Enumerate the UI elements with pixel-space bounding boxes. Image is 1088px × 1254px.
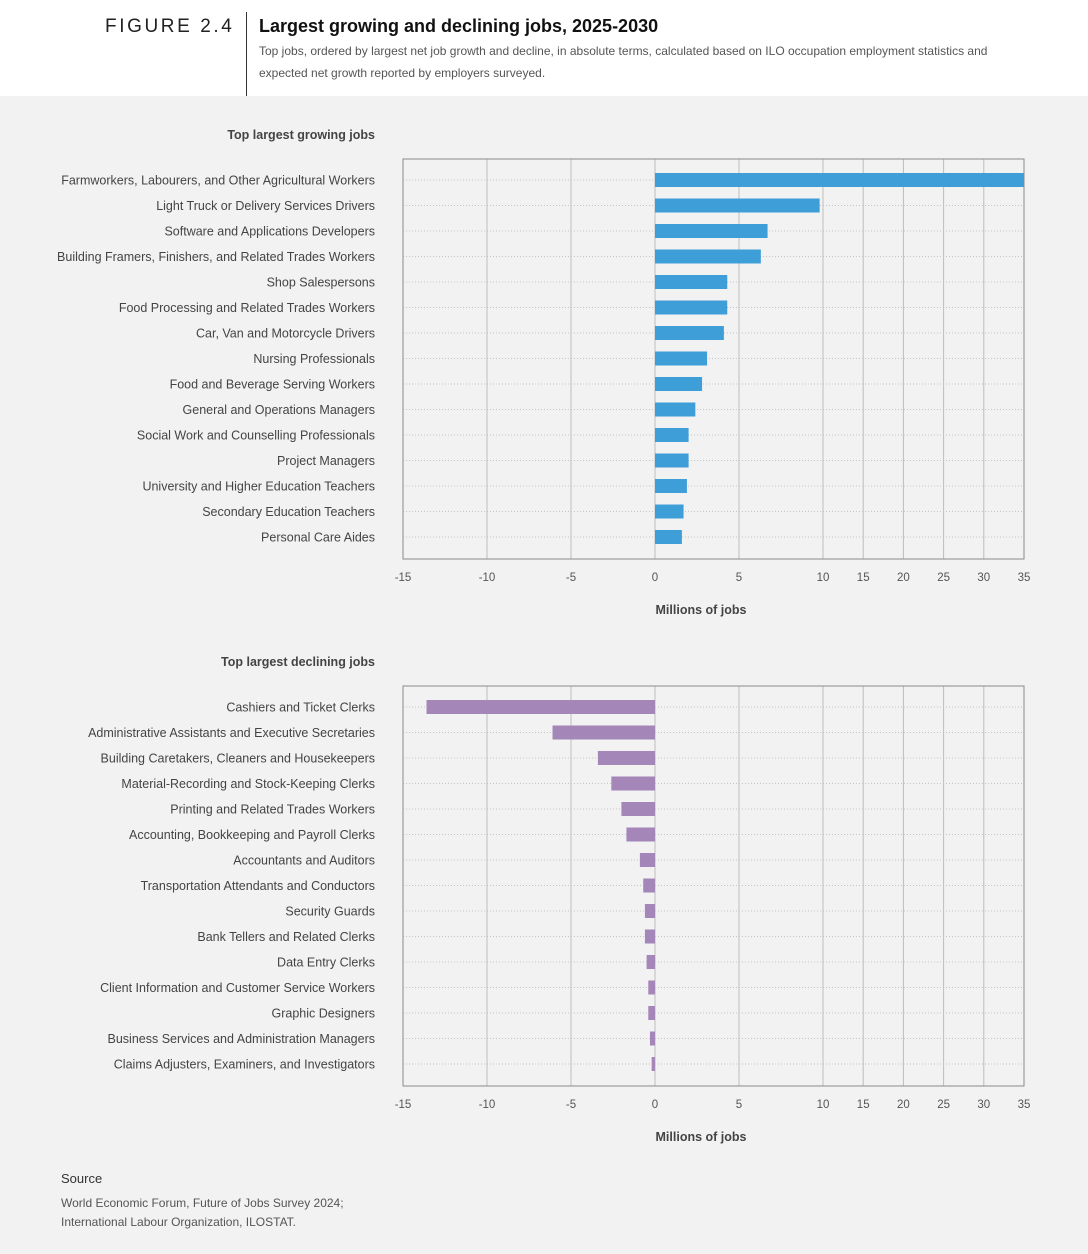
header-divider	[246, 12, 247, 96]
source-line: International Labour Organization, ILOST…	[61, 1215, 297, 1229]
category-label: Printing and Related Trades Workers	[170, 803, 375, 817]
category-label: Data Entry Clerks	[277, 956, 375, 970]
category-label: Client Information and Customer Service …	[100, 981, 375, 995]
chart-title: Top largest growing jobs	[227, 128, 375, 142]
plot-frame	[402, 158, 1025, 560]
tick-label: -5	[566, 572, 576, 584]
bar	[655, 173, 1024, 187]
x-axis-label: Millions of jobs	[656, 603, 747, 617]
tick-label: 5	[736, 572, 742, 584]
category-label: Building Framers, Finishers, and Related…	[57, 250, 375, 264]
tick-label: -10	[479, 1099, 496, 1111]
category-label: Nursing Professionals	[253, 352, 375, 366]
bar	[655, 351, 708, 366]
category-label: Security Guards	[285, 905, 375, 919]
declining-jobs-chart: Top largest declining jobs Cashiers and T…	[88, 655, 1031, 1144]
bar	[552, 725, 655, 740]
tick-label: 20	[897, 1099, 910, 1111]
source-heading: Source	[61, 1171, 103, 1186]
tick-label: -5	[566, 1099, 576, 1111]
tick-label: 25	[937, 1099, 950, 1111]
bar	[648, 980, 655, 995]
tick-label: 35	[1018, 572, 1031, 584]
bar	[621, 802, 655, 816]
category-label: Secondary Education Teachers	[202, 505, 375, 519]
bar	[655, 198, 820, 213]
figure-title: Largest growing and declining jobs, 2025…	[259, 16, 659, 36]
tick-label: 30	[977, 572, 990, 584]
growing-jobs-chart: Top largest growing jobs Farmworkers, Lab…	[57, 128, 1031, 617]
category-label: Accounting, Bookkeeping and Payroll Cler…	[129, 828, 375, 842]
tick-label: 20	[897, 572, 910, 584]
bar	[655, 504, 684, 519]
bar	[655, 530, 682, 544]
tick-label: 15	[857, 1099, 870, 1111]
source-line: World Economic Forum, Future of Jobs Sur…	[61, 1196, 344, 1210]
category-label: Building Caretakers, Cleaners and Housek…	[101, 752, 375, 766]
category-label: Social Work and Counselling Professional…	[137, 429, 375, 443]
bar	[649, 1031, 655, 1046]
bar	[655, 326, 724, 340]
tick-label: 30	[977, 1099, 990, 1111]
figure-subtitle: Top jobs, ordered by largest net job gro…	[259, 44, 988, 80]
category-label: Claims Adjusters, Examiners, and Investi…	[114, 1058, 375, 1072]
plot-frame	[402, 685, 1025, 1087]
tick-label: 5	[736, 1099, 742, 1111]
category-label: Food and Beverage Serving Workers	[170, 378, 375, 392]
bar	[646, 955, 655, 969]
tick-label: 0	[652, 572, 658, 584]
category-label: Administrative Assistants and Executive …	[88, 726, 375, 740]
category-label: Accountants and Auditors	[233, 854, 375, 868]
category-label: Car, Van and Motorcycle Drivers	[196, 327, 375, 341]
tick-label: -15	[395, 572, 412, 584]
bar	[655, 300, 728, 315]
bar	[644, 929, 655, 944]
category-label: Food Processing and Related Trades Worke…	[119, 301, 375, 315]
category-label: Bank Tellers and Related Clerks	[197, 930, 375, 944]
bar	[655, 275, 728, 289]
bar	[597, 751, 655, 765]
category-label: Farmworkers, Labourers, and Other Agricu…	[61, 174, 375, 188]
category-label: Graphic Designers	[271, 1007, 375, 1021]
category-label: Project Managers	[277, 454, 375, 468]
tick-label: -10	[479, 572, 496, 584]
bar	[611, 776, 655, 791]
tick-label: 10	[817, 572, 830, 584]
tick-label: -15	[395, 1099, 412, 1111]
category-label: Cashiers and Ticket Clerks	[226, 701, 375, 715]
category-label: University and Higher Education Teachers	[142, 480, 375, 494]
source-text: World Economic Forum, Future of Jobs Sur…	[61, 1194, 461, 1232]
tick-label: 25	[937, 572, 950, 584]
category-label: Transportation Attendants and Conductors	[141, 879, 375, 893]
tick-label: 10	[817, 1099, 830, 1111]
bar	[655, 402, 696, 417]
bar	[655, 377, 703, 391]
tick-label: 15	[857, 572, 870, 584]
tick-label: 35	[1018, 1099, 1031, 1111]
bar	[639, 853, 655, 867]
category-label: General and Operations Managers	[183, 403, 375, 417]
chart-title: Top largest declining jobs	[221, 655, 375, 669]
bar	[655, 479, 687, 493]
figure-label: FIGURE 2.4	[105, 16, 235, 37]
category-label: Shop Salespersons	[267, 276, 375, 290]
category-label: Light Truck or Delivery Services Drivers	[156, 199, 375, 213]
category-label: Personal Care Aides	[261, 531, 375, 545]
bar	[655, 249, 761, 264]
bar	[655, 453, 689, 468]
bar	[643, 878, 655, 893]
bar	[648, 1006, 655, 1020]
category-label: Material-Recording and Stock-Keeping Cle…	[121, 777, 375, 791]
category-label: Software and Applications Developers	[164, 225, 375, 239]
bar	[644, 904, 655, 918]
bar	[655, 224, 768, 238]
tick-label: 0	[652, 1099, 658, 1111]
figure-header: FIGURE 2.4 Largest growing and declining…	[0, 0, 1088, 96]
bar	[655, 428, 689, 442]
bar	[626, 827, 655, 842]
x-axis-label: Millions of jobs	[656, 1130, 747, 1144]
category-label: Business Services and Administration Man…	[108, 1032, 376, 1046]
bar	[426, 700, 655, 714]
bar	[651, 1057, 655, 1071]
